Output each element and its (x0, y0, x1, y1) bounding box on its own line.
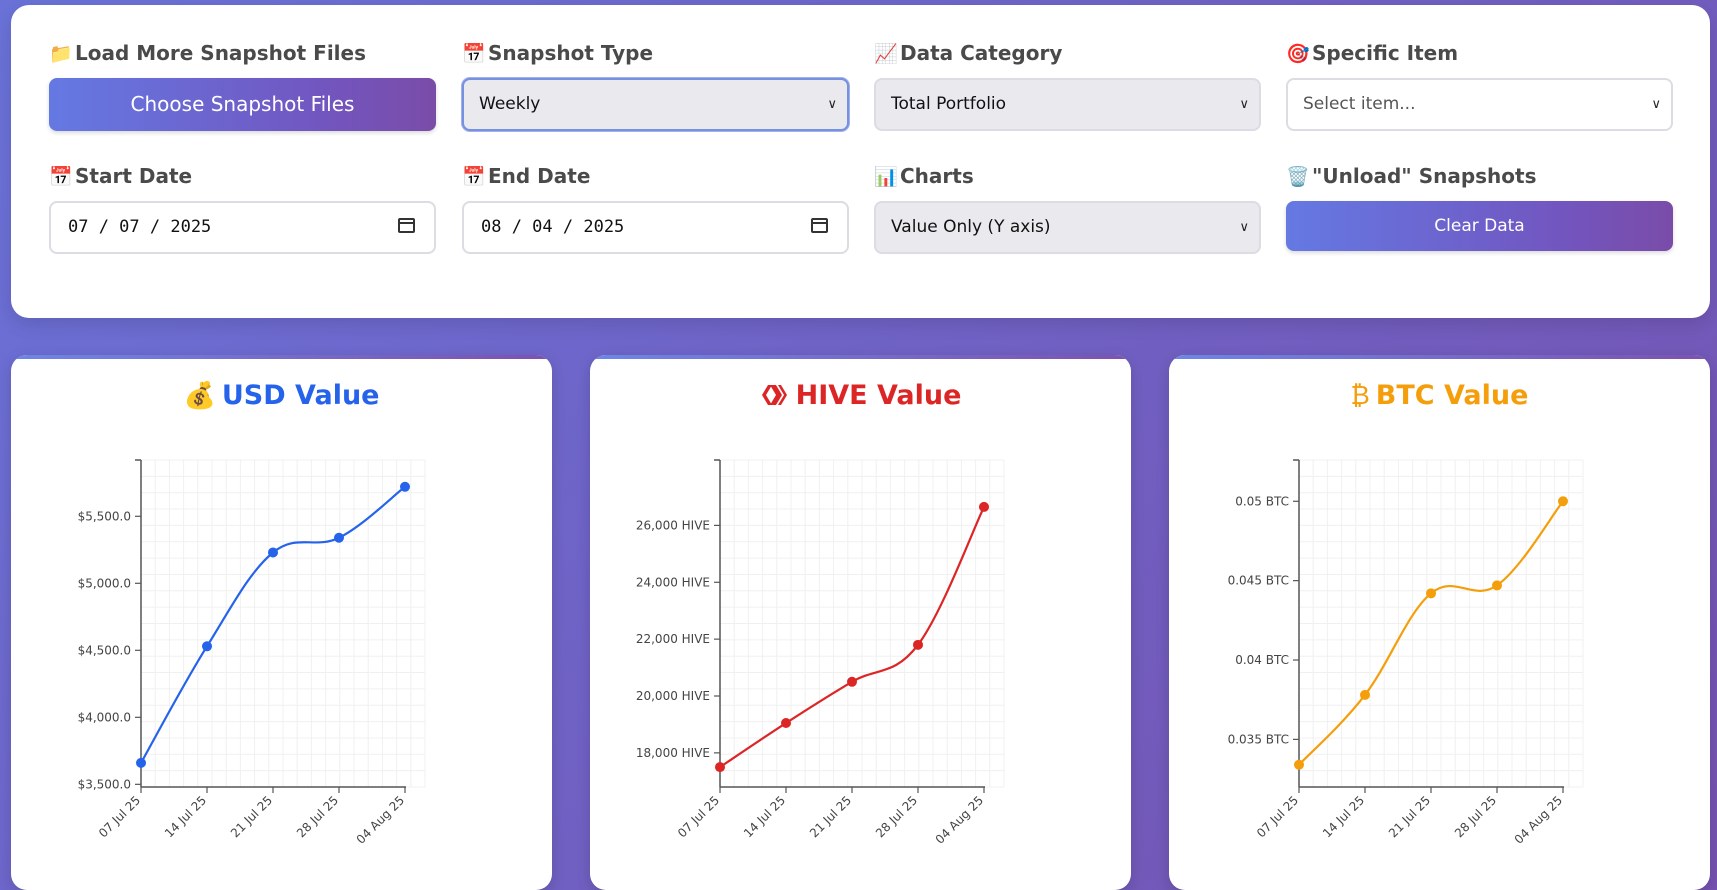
data-point (1558, 496, 1568, 507)
choose-snapshot-files-button[interactable]: Choose Snapshot Files (49, 78, 436, 131)
y-tick-label: 22,000 HIVE (636, 632, 710, 646)
chevron-down-icon: ∨ (1651, 97, 1661, 112)
snapshot-type-label: 📅 Snapshot Type (462, 38, 653, 68)
calendar-picker-icon[interactable] (811, 218, 828, 233)
data-point (334, 532, 344, 543)
x-tick-label: 14 Jul 25 (162, 793, 209, 840)
data-point (1492, 580, 1502, 591)
calendar-icon: 📅 (49, 166, 73, 188)
data-point (913, 639, 923, 650)
chart-title: ₿ BTC Value (1350, 380, 1529, 411)
x-tick-label: 14 Jul 25 (1320, 793, 1367, 840)
x-tick-label: 07 Jul 25 (1254, 793, 1301, 840)
unload-snapshots-label: 🗑️ "Unload" Snapshots (1286, 161, 1537, 191)
data-point (400, 481, 410, 492)
y-tick-label: 0.045 BTC (1228, 574, 1289, 588)
data-point (202, 641, 212, 652)
end-date-input[interactable]: 08 / 04 / 2025 (462, 201, 849, 254)
x-tick-label: 07 Jul 25 (675, 793, 722, 840)
x-tick-label: 04 Aug 25 (933, 793, 986, 846)
x-tick-label: 28 Jul 25 (294, 793, 341, 840)
x-tick-label: 21 Jul 25 (807, 793, 854, 840)
bar-chart-icon: 📊 (874, 166, 898, 188)
charts-select[interactable]: Value Only (Y axis) ∨ (874, 201, 1261, 254)
series-line (1298, 500, 1564, 766)
hive-chart-card: HIVE Value 18,000 HIVE 20,000 HIVE 22,000 … (590, 355, 1131, 890)
target-icon: 🎯 (1286, 43, 1310, 65)
data-point (847, 676, 857, 687)
load-files-label: 📁 Load More Snapshot Files (49, 38, 366, 68)
start-date-input[interactable]: 07 / 07 / 2025 (49, 201, 436, 254)
calendar-icon: 📅 (462, 166, 486, 188)
y-tick-label: $5,500.0 (78, 509, 131, 523)
chart-increasing-icon: 📈 (874, 43, 898, 65)
charts-label: 📊 Charts (874, 161, 974, 191)
calendar-picker-icon[interactable] (398, 218, 415, 233)
y-tick-label: 0.05 BTC (1235, 494, 1289, 508)
y-tick-label: $4,000.0 (78, 710, 131, 724)
y-tick-label: $3,500.0 (78, 777, 131, 791)
data-point (268, 547, 278, 558)
data-point (136, 757, 146, 768)
data-point (715, 762, 725, 773)
chart-title: HIVE Value (590, 380, 1131, 411)
controls-panel: 📁 Load More Snapshot Files Choose Snapsho… (11, 5, 1710, 318)
specific-item-select[interactable]: Select item... ∨ (1286, 78, 1673, 131)
data-point (1294, 759, 1304, 770)
x-tick-label: 28 Jul 25 (1452, 793, 1499, 840)
specific-item-label: 🎯 Specific Item (1286, 38, 1458, 68)
bitcoin-icon: ₿ (1350, 381, 1370, 411)
money-bag-icon: 💰 (183, 381, 216, 411)
x-tick-label: 21 Jul 25 (228, 793, 275, 840)
data-point (1426, 588, 1436, 599)
usd-chart-card: 💰 USD Value $3,500.0 $4,000.0 $4,500.0 $5,00… (11, 355, 552, 890)
usd-chart: $3,500.0 $4,000.0 $4,500.0 $5,000.0 $5,500.0… (78, 459, 426, 847)
x-tick-label: 21 Jul 25 (1386, 793, 1433, 840)
end-date-label: 📅 End Date (462, 161, 590, 191)
folder-icon: 📁 (49, 43, 73, 65)
btc-chart-card: ₿ BTC Value 0.035 BTC 0.04 BTC 0.045 BTC 0.0… (1169, 355, 1710, 890)
data-point (781, 718, 791, 729)
chevron-down-icon: ∨ (1239, 97, 1249, 112)
hive-logo-icon (761, 385, 787, 405)
series-line (719, 506, 985, 769)
y-tick-label: 26,000 HIVE (636, 518, 710, 532)
chevron-down-icon: ∨ (1239, 220, 1249, 235)
calendar-icon: 📅 (462, 43, 486, 65)
chevron-down-icon: ∨ (827, 97, 837, 112)
start-date-label: 📅 Start Date (49, 161, 192, 191)
y-tick-label: 24,000 HIVE (636, 575, 710, 589)
x-tick-label: 04 Aug 25 (1512, 793, 1565, 846)
chart-title: 💰 USD Value (183, 380, 380, 411)
y-tick-label: 0.04 BTC (1235, 653, 1289, 667)
y-tick-label: $5,000.0 (78, 576, 131, 590)
y-tick-label: $4,500.0 (78, 643, 131, 657)
data-point (1360, 689, 1370, 700)
x-tick-label: 04 Aug 25 (354, 793, 407, 846)
snapshot-type-select[interactable]: Weekly ∨ (462, 78, 849, 131)
data-category-label: 📈 Data Category (874, 38, 1062, 68)
btc-chart: 0.035 BTC 0.04 BTC 0.045 BTC 0.05 BTC 07 Jul… (1228, 459, 1584, 847)
x-tick-label: 28 Jul 25 (873, 793, 920, 840)
y-tick-label: 20,000 HIVE (636, 689, 710, 703)
data-point (979, 501, 989, 512)
x-tick-label: 07 Jul 25 (96, 793, 143, 840)
y-tick-label: 0.035 BTC (1228, 732, 1289, 746)
hive-chart: 18,000 HIVE 20,000 HIVE 22,000 HIVE 24,000 … (636, 459, 1005, 847)
data-category-select[interactable]: Total Portfolio ∨ (874, 78, 1261, 131)
clear-data-button[interactable]: Clear Data (1286, 201, 1673, 251)
y-tick-label: 18,000 HIVE (636, 746, 710, 760)
x-tick-label: 14 Jul 25 (741, 793, 788, 840)
trash-icon: 🗑️ (1286, 166, 1310, 188)
